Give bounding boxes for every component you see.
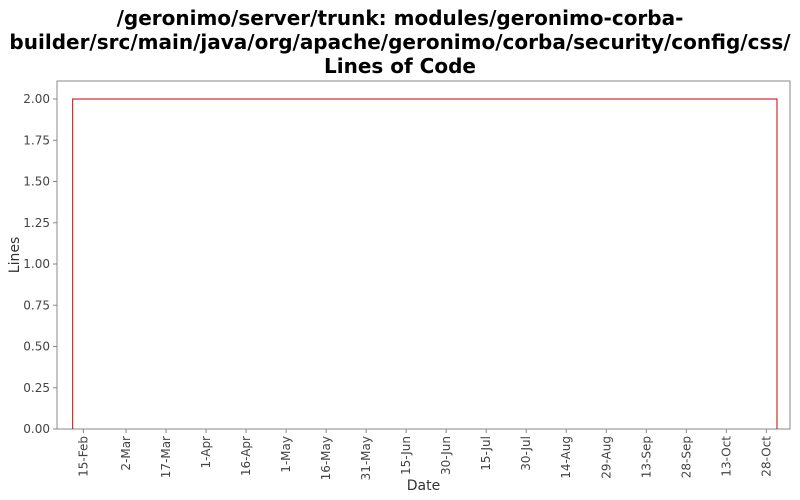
y-axis-label: Lines — [7, 237, 23, 273]
x-tick-label: 30-Jul — [519, 436, 533, 471]
x-tick-label: 28-Oct — [759, 436, 773, 477]
chart-title-line-3: Lines of Code — [324, 54, 476, 78]
y-tick-label: 0.75 — [23, 298, 50, 312]
y-tick-label: 1.50 — [23, 175, 50, 189]
x-tick-label: 2-Mar — [119, 436, 133, 471]
x-tick-label: 29-Aug — [599, 436, 613, 479]
x-tick-label: 15-Feb — [76, 436, 90, 477]
x-axis-label: Date — [407, 478, 440, 494]
y-tick-label: 0.50 — [23, 340, 50, 354]
x-tick-label: 1-May — [279, 436, 293, 473]
x-tick-label: 13-Oct — [719, 436, 733, 477]
series-line — [72, 98, 778, 429]
chart-title-line-1: /geronimo/server/trunk: modules/geronimo… — [116, 6, 684, 30]
x-tick-label: 16-Apr — [239, 436, 253, 476]
y-tick-label: 0.25 — [23, 381, 50, 395]
plot-frame — [56, 80, 791, 430]
plot-area: 0.00 0.25 0.50 0.75 1.00 1.25 1.50 1.75 2.00 15-F… — [23, 80, 791, 480]
x-tick-label: 30-Jun — [439, 436, 453, 475]
x-tick-label: 16-May — [319, 436, 333, 480]
x-tick-label: 15-Jul — [479, 436, 493, 471]
y-tick-label: 1.00 — [23, 257, 50, 271]
x-tick-label: 28-Sep — [679, 436, 693, 478]
y-tick-label: 2.00 — [23, 92, 50, 106]
x-tick-label: 31-May — [359, 436, 373, 480]
x-tick-label: 13-Sep — [639, 436, 653, 478]
chart-title-line-2: builder/src/main/java/org/apache/geronim… — [9, 30, 791, 54]
x-tick-label: 17-Mar — [159, 436, 173, 478]
y-tick-label: 0.00 — [23, 422, 50, 436]
x-tick-label: 1-Apr — [199, 436, 213, 469]
x-tick-label: 15-Jun — [399, 436, 413, 475]
y-tick-label: 1.25 — [23, 216, 50, 230]
y-tick-label: 1.75 — [23, 133, 50, 147]
x-tick-label: 14-Aug — [559, 436, 573, 479]
chart-title: /geronimo/server/trunk: modules/geronimo… — [0, 6, 800, 78]
